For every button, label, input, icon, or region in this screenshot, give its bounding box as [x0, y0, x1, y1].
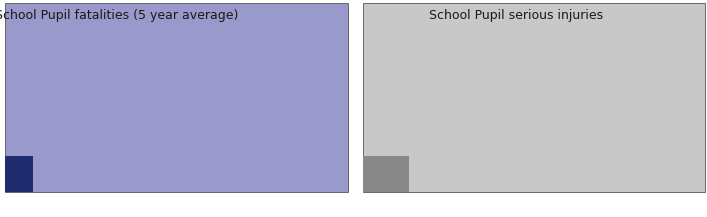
Bar — [363, 156, 409, 192]
Bar — [5, 156, 33, 192]
Text: School Pupil fatalities (5 year average): School Pupil fatalities (5 year average) — [0, 9, 238, 22]
Bar — [5, 3, 348, 192]
Bar — [363, 3, 705, 192]
Text: School Pupil serious injuries: School Pupil serious injuries — [429, 9, 603, 22]
